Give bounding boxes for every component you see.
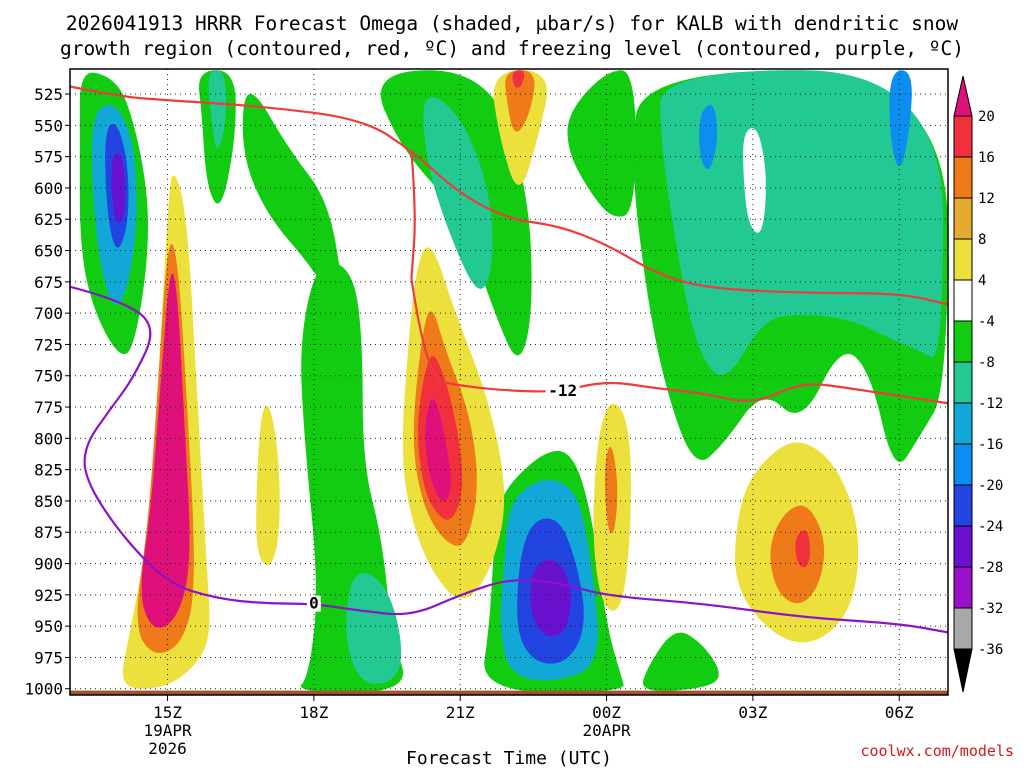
y-tick-label-525: 525 <box>34 85 63 104</box>
dgz-lower-contour <box>410 277 948 405</box>
x-tick-label-06Z: 06Z <box>885 703 914 722</box>
colorbar-label-4: 4 <box>978 273 986 289</box>
omega-region-teal-pocket-19z <box>346 572 402 684</box>
freezing-level-contour <box>70 285 948 634</box>
x-tick-date-15Z: 19APR <box>143 721 192 740</box>
x-tick-year-15Z: 2026 <box>148 739 187 758</box>
omega-region-green-strip-2330z <box>567 70 636 217</box>
chart-title-line-2: growth region (contoured, red, ºC) and f… <box>60 37 964 60</box>
credit-link[interactable]: coolwx.com/models <box>860 742 1014 760</box>
y-tick-label-675: 675 <box>34 273 63 292</box>
omega-region-magenta-blob-20z <box>425 398 451 502</box>
y-tick-label-875: 875 <box>34 523 63 542</box>
omega-region-magenta-tower-15z <box>141 273 190 628</box>
y-tick-label-925: 925 <box>34 586 63 605</box>
colorbar-swatch--28 <box>953 566 973 609</box>
colorbar-swatch--20 <box>953 484 973 527</box>
x-tick-label-15Z: 15Z <box>153 703 182 722</box>
omega-region-green-blob-2430z <box>642 632 719 691</box>
colorbar-label-12: 12 <box>978 191 995 207</box>
y-tick-label-550: 550 <box>34 116 63 135</box>
y-tick-label-625: 625 <box>34 210 63 229</box>
colorbar-swatch--16 <box>953 443 973 486</box>
colorbar-swatch-8 <box>953 238 973 281</box>
omega-region-teal-tower-16z <box>208 70 227 149</box>
y-tick-label-800: 800 <box>34 429 63 448</box>
freezing-label-bg <box>306 595 321 612</box>
y-tick-label-700: 700 <box>34 304 63 323</box>
colorbar-label--12: -12 <box>978 396 1003 412</box>
omega-region-orange-top-22z <box>505 70 535 132</box>
omega-shading <box>70 70 948 695</box>
y-tick-label-1000: 1000 <box>24 680 63 699</box>
chart-title-line-1: 2026041913 HRRR Forecast Omega (shaded, … <box>66 12 958 35</box>
omega-region-purple-lower-22z <box>530 559 571 637</box>
y-tick-label-975: 975 <box>34 648 63 667</box>
plot-frame <box>69 68 949 696</box>
y-axis-ticks: 525 550 575 600 625 650 675 700 725 750 775 800 825 8… <box>24 85 70 699</box>
colorbar-label--8: -8 <box>978 355 995 371</box>
y-tick-label-600: 600 <box>34 179 63 198</box>
omega-region-orange-blob-2330z <box>605 446 618 534</box>
y-tick-label-750: 750 <box>34 367 63 386</box>
y-tick-label-650: 650 <box>34 242 63 261</box>
x-tick-label-18Z: 18Z <box>299 703 328 722</box>
dgz-upper-contour <box>70 85 948 306</box>
surface-terrain <box>70 690 948 695</box>
omega-region-purple-core-upper-left <box>111 153 126 223</box>
colorbar-label-8: 8 <box>978 232 986 248</box>
omega-region-blue-streak-mid-right <box>699 105 718 170</box>
y-tick-label-775: 775 <box>34 398 63 417</box>
y-tick-label-825: 825 <box>34 461 63 480</box>
freezing-contour-label: 0 <box>309 594 319 613</box>
omega-region-green-band-17z <box>242 94 344 310</box>
colorbar-swatch-16 <box>953 156 973 199</box>
colorbar-swatch--24 <box>953 525 973 568</box>
colorbar-label--32: -32 <box>978 601 1003 617</box>
x-tick-label-21Z: 21Z <box>446 703 475 722</box>
y-tick-label-950: 950 <box>34 617 63 636</box>
dgz-contour-label: -12 <box>548 381 577 400</box>
colorbar-swatch--12 <box>953 402 973 445</box>
colorbar-label-20: 20 <box>978 109 995 125</box>
colorbar-swatch-20 <box>953 115 973 158</box>
colorbar-swatch--8 <box>953 361 973 404</box>
omega-region-teal-region-right <box>660 70 944 375</box>
contour-lines: -12 0 <box>70 85 948 634</box>
x-axis-label: Forecast Time (UTC) <box>406 748 612 768</box>
colorbar-bottom-arrow <box>953 648 973 693</box>
colorbar-swatch-12 <box>953 197 973 240</box>
omega-region-red-top-22z <box>512 70 525 88</box>
x-tick-date-00Z: 20APR <box>582 721 631 740</box>
colorbar-label--36: -36 <box>978 642 1003 658</box>
colorbar-label--16: -16 <box>978 437 1003 453</box>
omega-region-yellow-blob-17z <box>256 405 280 566</box>
omega-region-white-notch-right <box>743 128 766 233</box>
y-tick-label-575: 575 <box>34 148 63 167</box>
colorbar-swatch-4 <box>953 279 973 322</box>
y-tick-label-900: 900 <box>34 555 63 574</box>
colorbar: 20 16 12 8 4 -4 -8 -12 -16 -20 -24 -28 -32 -36 <box>953 75 1003 693</box>
colorbar-label--24: -24 <box>978 519 1003 535</box>
x-tick-label-03Z: 03Z <box>738 703 767 722</box>
colorbar-swatch--4 <box>953 320 973 363</box>
colorbar-top-arrow <box>953 75 973 117</box>
y-tick-label-725: 725 <box>34 335 63 354</box>
colorbar-swatch--32 <box>953 607 973 650</box>
y-tick-label-850: 850 <box>34 492 63 511</box>
dgz-connector-contour <box>410 150 416 279</box>
colorbar-label--20: -20 <box>978 478 1003 494</box>
omega-region-red-core-0330z <box>795 530 811 568</box>
colorbar-label-16: 16 <box>978 150 995 166</box>
dgz-label-bg <box>545 381 580 399</box>
x-tick-label-00Z: 00Z <box>592 703 621 722</box>
colorbar-label--4: -4 <box>978 314 995 330</box>
colorbar-label--28: -28 <box>978 560 1003 576</box>
omega-region-teal-wedge-20z <box>423 97 493 289</box>
